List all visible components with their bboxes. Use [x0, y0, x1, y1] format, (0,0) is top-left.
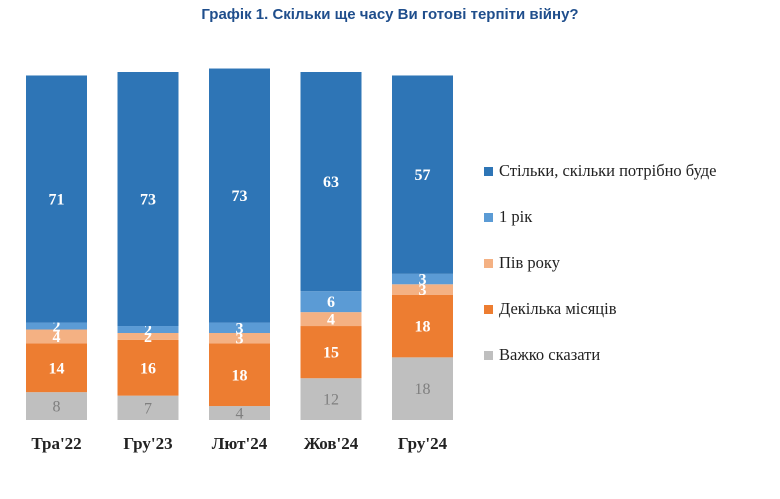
x-tick-label-0: Тра'22: [31, 434, 81, 453]
bar-segment-пів-року-0: [26, 329, 87, 344]
bar-segment-декілька-місяців-2: [209, 343, 270, 407]
data-label-стільки-скільки-потрібно-буде-3: 63: [323, 174, 339, 191]
data-label-1-рік-4: 3: [419, 272, 427, 289]
bar-segment-стільки-скільки-потрібно-буде-2: [209, 68, 270, 323]
bar-segment-стільки-скільки-потрібно-буде-4: [392, 75, 453, 274]
x-tick-label-4: Гру'24: [398, 434, 448, 453]
bar-segment-важко-сказати-1: [117, 395, 179, 420]
data-label-важко-сказати-2: 4: [236, 406, 244, 423]
x-tick-label-1: Гру'23: [123, 434, 172, 453]
data-label-пів-року-4: 3: [419, 282, 427, 299]
legend-item-стільки-скільки-потрібно-буде: Стільки, скільки потрібно буде: [484, 148, 717, 194]
data-label-декілька-місяців-2: 18: [232, 367, 248, 384]
legend-item-пів-року: Пів року: [484, 240, 717, 286]
bar-segment-пів-року-1: [117, 333, 179, 340]
legend-item-важко-сказати: Важко сказати: [484, 332, 717, 378]
legend-label: Декілька місяців: [499, 299, 617, 318]
bar-segment-1-рік-1: [117, 326, 179, 333]
bar-segment-1-рік-2: [209, 322, 270, 333]
data-label-декілька-місяців-4: 18: [415, 319, 431, 336]
bar-segment-пів-року-2: [209, 333, 270, 344]
bar-segment-стільки-скільки-потрібно-буде-0: [26, 75, 87, 323]
data-label-1-рік-2: 3: [236, 320, 244, 337]
bar-segment-важко-сказати-2: [209, 406, 270, 420]
data-label-пів-року-3: 4: [327, 312, 335, 329]
data-label-1-рік-0: 2: [53, 319, 61, 336]
data-label-важко-сказати-3: 12: [323, 392, 339, 409]
bar-segment-пів-року-4: [392, 284, 453, 295]
data-label-стільки-скільки-потрібно-буде-4: 57: [415, 167, 431, 184]
data-label-пів-року-2: 3: [236, 331, 244, 348]
legend-label: Пів року: [499, 253, 560, 272]
data-label-важко-сказати-0: 8: [53, 399, 61, 416]
bar-segment-пів-року-3: [300, 312, 362, 327]
legend-item-декілька-місяців: Декілька місяців: [484, 286, 717, 332]
x-tick-label-3: Жов'24: [304, 434, 359, 453]
bar-segment-важко-сказати-3: [300, 378, 362, 420]
data-label-пів-року-0: 4: [53, 329, 61, 346]
data-label-важко-сказати-1: 7: [144, 400, 152, 417]
bar-segment-декілька-місяців-1: [117, 339, 179, 396]
bar-segment-стільки-скільки-потрібно-буде-3: [300, 72, 362, 292]
legend-swatch: [484, 212, 493, 222]
data-label-стільки-скільки-потрібно-буде-0: 71: [49, 192, 65, 209]
data-label-стільки-скільки-потрібно-буде-2: 73: [232, 188, 248, 205]
bar-segment-декілька-місяців-4: [392, 294, 453, 358]
chart-legend: Стільки, скільки потрібно буде 1 рік Пів р…: [484, 148, 717, 378]
bar-segment-важко-сказати-4: [392, 357, 453, 420]
data-label-1-рік-3: 6: [327, 294, 335, 311]
bar-segment-стільки-скільки-потрібно-буде-1: [117, 72, 179, 327]
bar-segment-1-рік-3: [300, 291, 362, 313]
legend-label: Важко сказати: [499, 345, 601, 364]
legend-swatch: [484, 166, 493, 176]
bar-segment-декілька-місяців-0: [26, 343, 87, 393]
chart-title: Графік 1. Скільки ще часу Ви готові терп…: [201, 6, 579, 23]
x-tick-label-2: Лют'24: [212, 434, 268, 453]
data-label-1-рік-1: 2: [144, 322, 152, 339]
data-label-декілька-місяців-0: 14: [49, 360, 65, 377]
legend-label: Стільки, скільки потрібно буде: [499, 161, 717, 180]
legend-swatch: [484, 350, 493, 360]
data-label-декілька-місяців-3: 15: [323, 345, 339, 362]
data-label-декілька-місяців-1: 16: [140, 360, 156, 377]
data-label-важко-сказати-4: 18: [415, 381, 431, 398]
data-label-стільки-скільки-потрібно-буде-1: 73: [140, 192, 156, 209]
bar-segment-1-рік-4: [392, 273, 453, 285]
legend-item-1-рік: 1 рік: [484, 194, 717, 240]
legend-swatch: [484, 258, 493, 268]
bar-segment-1-рік-0: [26, 322, 87, 330]
bar-segment-декілька-місяців-3: [300, 326, 362, 379]
legend-label: 1 рік: [499, 207, 533, 226]
data-label-пів-року-1: 2: [144, 329, 152, 346]
legend-swatch: [484, 304, 493, 314]
bar-segment-важко-сказати-0: [26, 392, 87, 420]
